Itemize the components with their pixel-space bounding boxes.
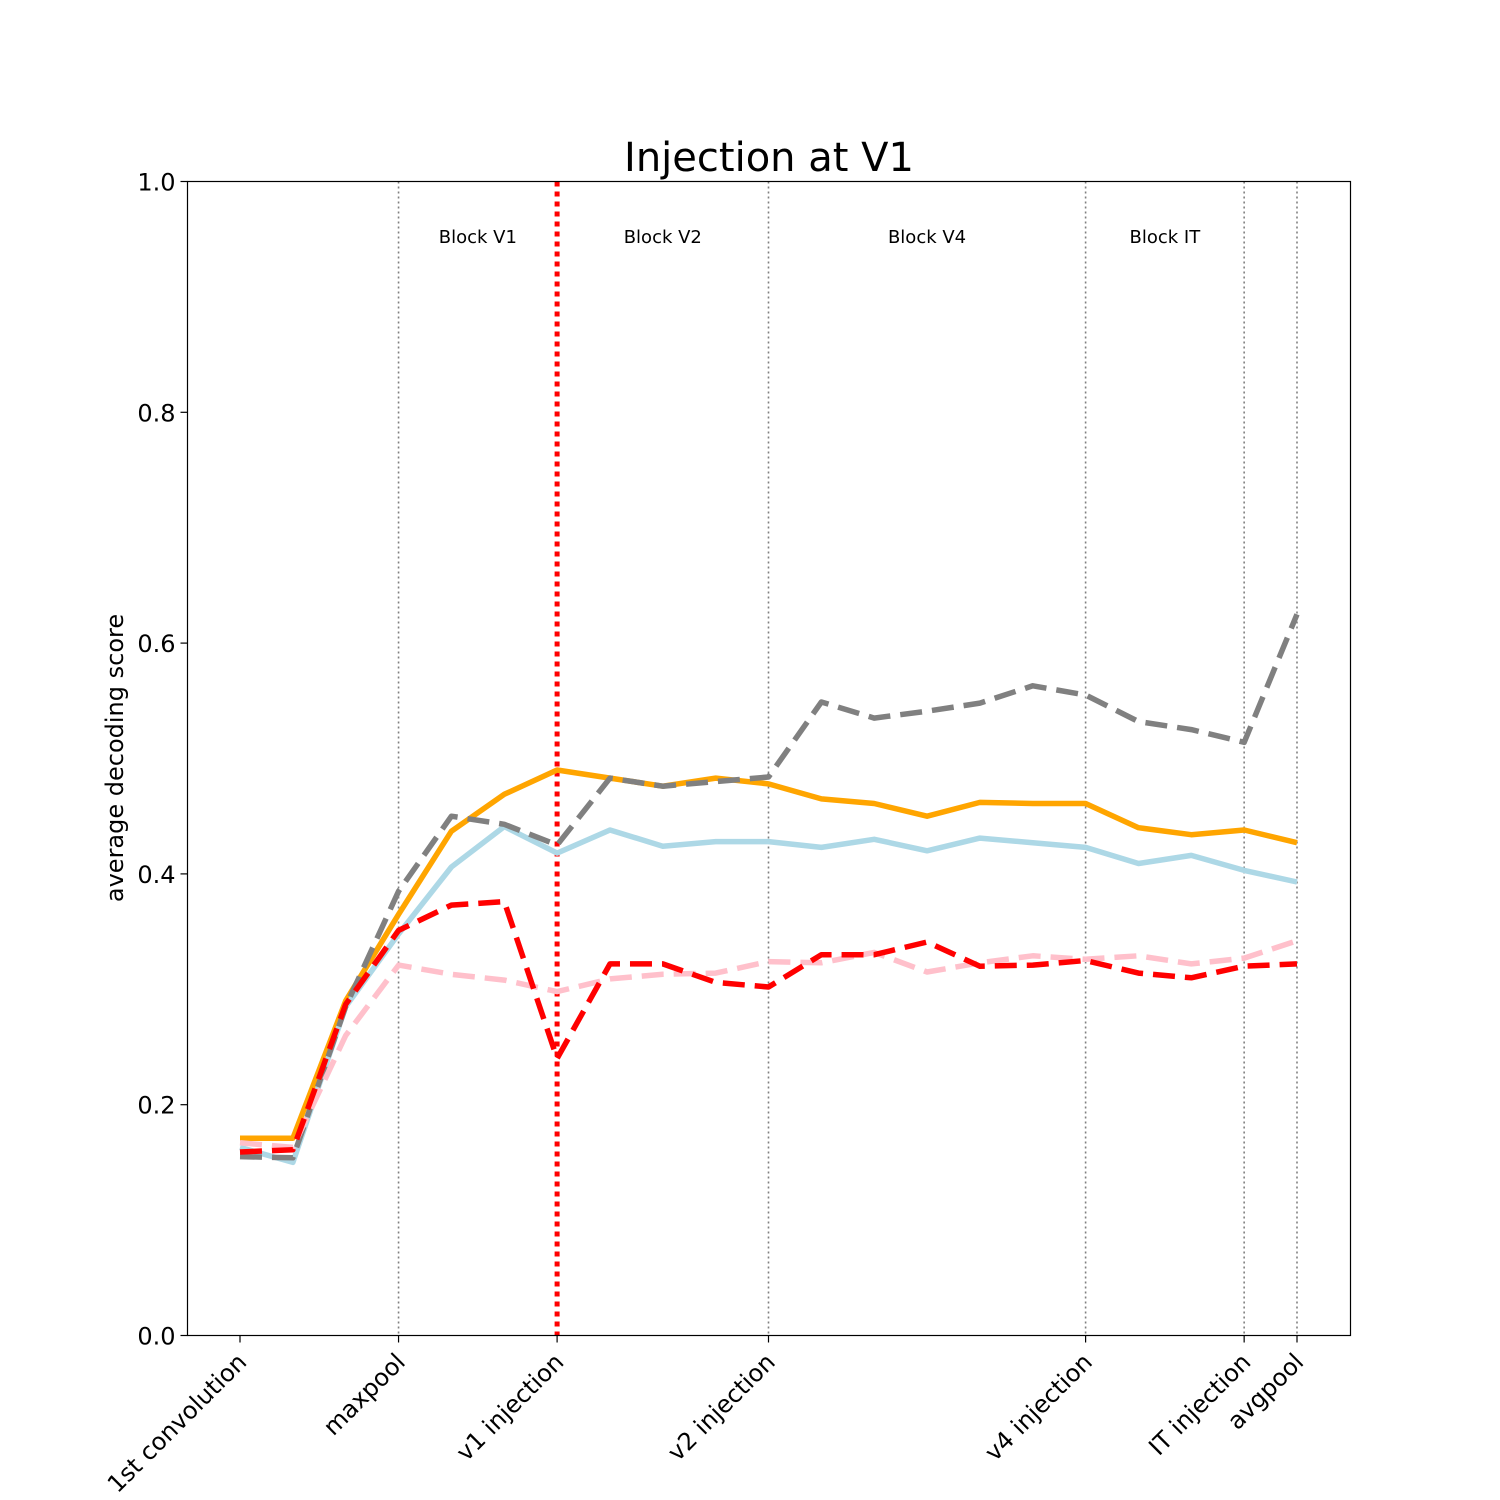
series-line bbox=[239, 938, 1298, 1151]
series-line bbox=[239, 613, 1300, 1161]
y-axis: 0.0 0.2 0.4 0.6 0.8 1.0 bbox=[137, 169, 188, 1351]
block-label: Block IT bbox=[1130, 227, 1202, 248]
series-line bbox=[240, 767, 1298, 1141]
y-tick-label: 1.0 bbox=[137, 169, 175, 197]
y-tick-label: 0.4 bbox=[137, 861, 175, 889]
block-label: Block V2 bbox=[624, 227, 702, 248]
y-tick-label: 0.8 bbox=[137, 399, 175, 427]
block-labels: Block V1 Block V2 Block V4 Block IT bbox=[439, 227, 1201, 248]
block-boundaries bbox=[397, 181, 1298, 1336]
block-label: Block V1 bbox=[439, 227, 517, 248]
series-line bbox=[239, 823, 1298, 1166]
y-tick-label: 0.6 bbox=[137, 630, 175, 658]
block-label: Block V4 bbox=[888, 227, 966, 248]
y-axis-label: average decoding score bbox=[101, 614, 129, 902]
series-lines bbox=[239, 613, 1300, 1166]
series-line bbox=[239, 898, 1298, 1155]
y-tick-label: 0.0 bbox=[137, 1323, 175, 1351]
y-tick-label: 0.2 bbox=[137, 1092, 175, 1120]
chart-title: Injection at V1 bbox=[624, 135, 914, 181]
